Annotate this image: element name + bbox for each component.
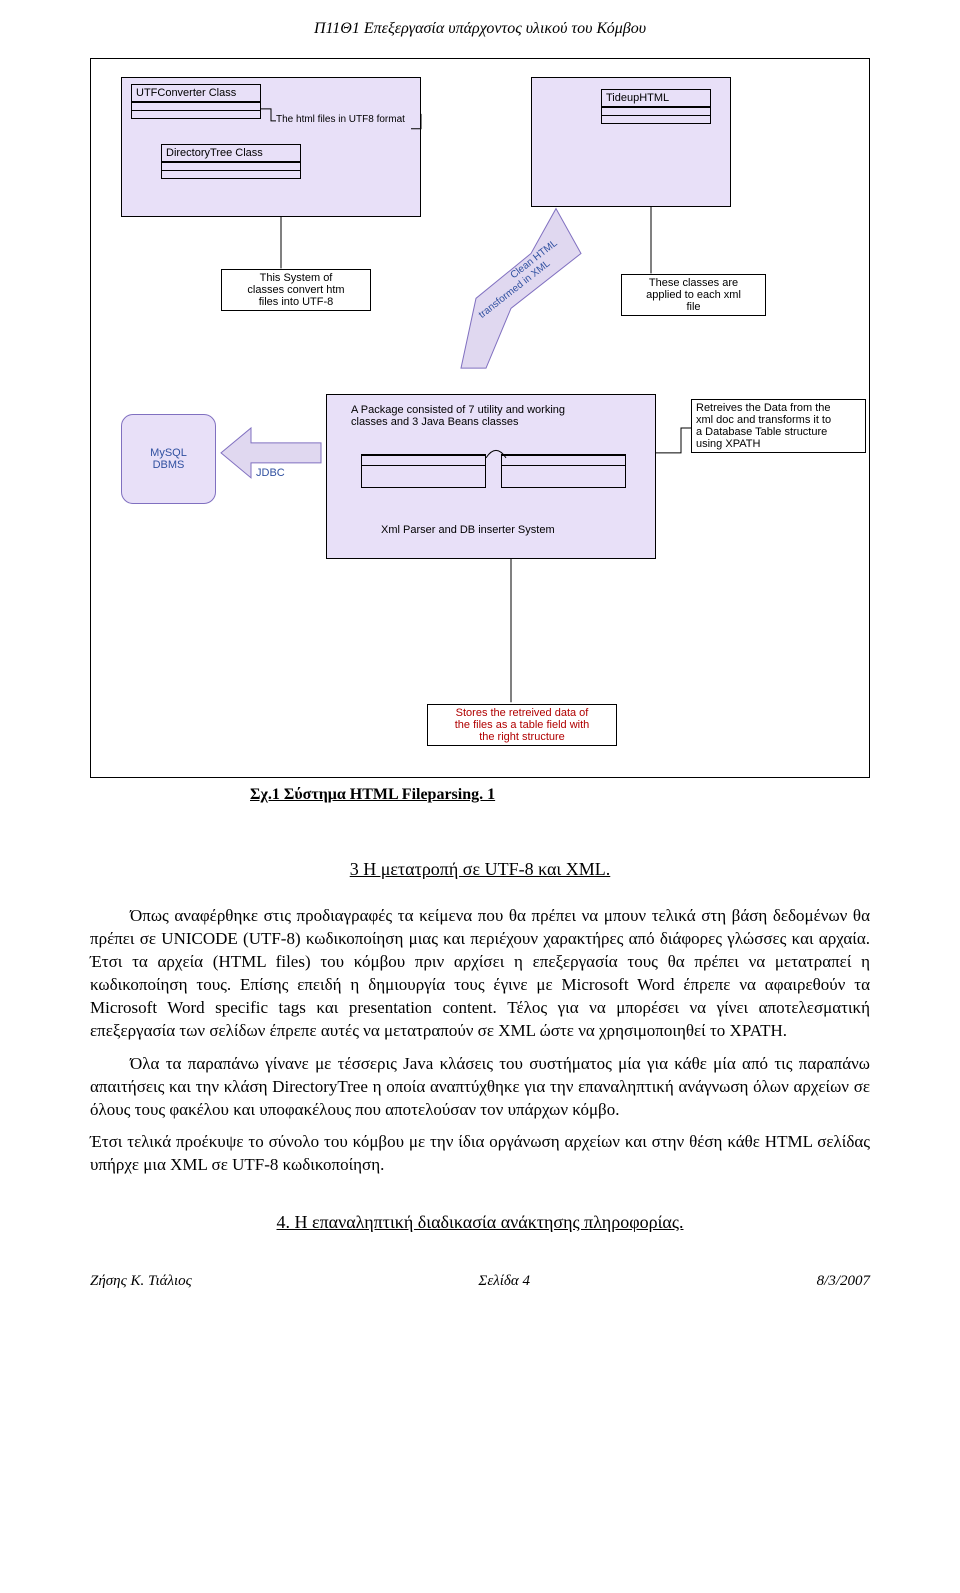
- directorytree-class-box: DirectoryTree Class: [161, 144, 301, 179]
- class-sep: [362, 465, 485, 475]
- inner-class-right: [501, 454, 626, 488]
- tideuphtml-label: TideupHTML: [602, 90, 710, 107]
- class-sep: [132, 110, 260, 118]
- utfconverter-class-box: UTFConverter Class: [131, 84, 261, 119]
- page: Π11Θ1 Επεξεργασία υπάρχοντος υλικού του …: [0, 0, 960, 1310]
- inner-class-left: [361, 454, 486, 488]
- jdbc-label: JDBC: [256, 467, 285, 479]
- mysql-db-box: MySQL DBMS: [121, 414, 216, 504]
- diagram-frame: UTFConverter Class The html files in UTF…: [90, 58, 870, 778]
- retrieve-note: Retreives the Data from the xml doc and …: [691, 399, 866, 453]
- class-sep: [162, 170, 300, 178]
- paragraph-2: Όλα τα παραπάνω γίνανε με τέσσερις Java …: [90, 1053, 870, 1122]
- class-sep: [602, 115, 710, 123]
- directorytree-label: DirectoryTree Class: [162, 145, 300, 162]
- tideuphtml-class-box: TideupHTML: [601, 89, 711, 124]
- footer-date: 8/3/2007: [817, 1273, 870, 1290]
- applied-note: These classes are applied to each xml fi…: [621, 274, 766, 316]
- xml-parser-label: Xml Parser and DB inserter System: [381, 524, 555, 536]
- class-sep: [502, 455, 625, 465]
- paragraph-3: Έτσι τελικά προέκυψε το σύνολο του κόμβο…: [90, 1131, 870, 1177]
- page-footer: Ζήσης Κ. Τιάλιος Σελίδα 4 8/3/2007: [90, 1273, 870, 1290]
- paragraph-1: Όπως αναφέρθηκε στις προδιαγραφές τα κεί…: [90, 905, 870, 1043]
- utf8-format-label: The html files in UTF8 format: [276, 114, 405, 125]
- figure-caption: Σχ.1 Σύστημα HTML Fileparsing. 1: [250, 786, 870, 804]
- section-3-title: 3 Η μετατροπή σε UTF-8 και XML.: [90, 859, 870, 880]
- class-sep: [362, 455, 485, 465]
- class-sep: [162, 162, 300, 170]
- class-sep: [132, 102, 260, 110]
- package-note: A Package consisted of 7 utility and wor…: [351, 404, 631, 428]
- footer-page: Σελίδα 4: [478, 1273, 530, 1290]
- section-4-title: 4. Η επαναληπτική διαδικασία ανάκτησης π…: [90, 1212, 870, 1233]
- page-header: Π11Θ1 Επεξεργασία υπάρχοντος υλικού του …: [90, 20, 870, 38]
- convert-note: This System of classes convert htm files…: [221, 269, 371, 311]
- footer-author: Ζήσης Κ. Τιάλιος: [90, 1273, 192, 1290]
- class-sep: [602, 107, 710, 115]
- class-sep: [502, 465, 625, 475]
- stores-note: Stores the retreived data of the files a…: [427, 704, 617, 746]
- utfconverter-label: UTFConverter Class: [132, 85, 260, 102]
